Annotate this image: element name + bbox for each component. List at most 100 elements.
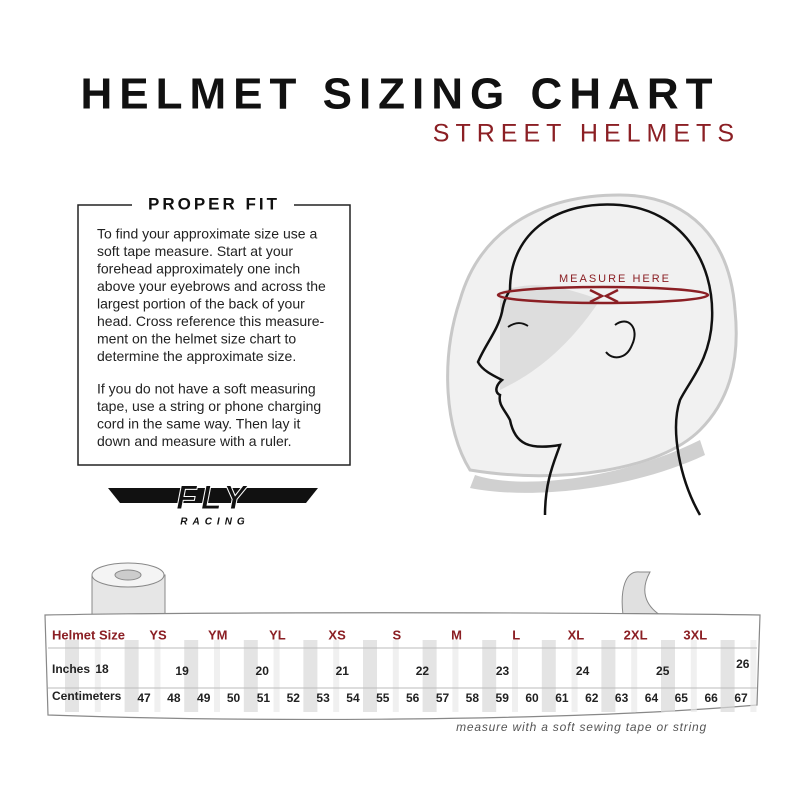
stripe bbox=[303, 640, 318, 712]
stripe bbox=[273, 640, 280, 712]
stripe bbox=[363, 640, 377, 712]
inch: 19 bbox=[175, 664, 189, 678]
inch: 25 bbox=[656, 664, 670, 678]
stripe bbox=[601, 640, 616, 712]
cm: 62 bbox=[585, 691, 599, 705]
size: 2XL bbox=[624, 627, 648, 642]
visor bbox=[500, 285, 600, 390]
stripe bbox=[65, 640, 79, 712]
stripe bbox=[333, 640, 340, 712]
logo-swoosh bbox=[108, 488, 318, 503]
helmet-shell bbox=[446, 193, 738, 478]
stripe bbox=[690, 640, 697, 712]
size: 3XL bbox=[683, 627, 707, 642]
size-label: Helmet Size bbox=[52, 627, 125, 642]
logo: FLY RACING bbox=[108, 478, 318, 528]
cm: 51 bbox=[257, 691, 271, 705]
fit-heading: PROPER FIT bbox=[148, 194, 280, 213]
stripe bbox=[94, 640, 101, 712]
fit-line: down and measure with a ruler. bbox=[97, 433, 292, 449]
tape-band bbox=[44, 612, 761, 720]
stripe bbox=[124, 640, 139, 712]
stripe bbox=[214, 640, 220, 712]
ear bbox=[605, 320, 636, 359]
cm: 54 bbox=[346, 691, 360, 705]
fit-text: To find your approximate size use asoft … bbox=[97, 226, 326, 450]
size: YS bbox=[149, 627, 167, 642]
subtitle: STREET HELMETS bbox=[433, 120, 740, 148]
footnote: measure with a soft sewing tape or strin… bbox=[456, 720, 707, 734]
stripe bbox=[750, 640, 757, 712]
size: M bbox=[451, 627, 462, 642]
size: XS bbox=[328, 627, 346, 642]
inch-label: Inches bbox=[52, 662, 90, 676]
cm: 64 bbox=[645, 691, 659, 705]
stripe bbox=[541, 640, 556, 712]
cm: 52 bbox=[287, 691, 301, 705]
cm: 63 bbox=[615, 691, 629, 705]
fit-line: soft tape measure. Start at your bbox=[97, 243, 293, 259]
fit-line: If you do not have a soft measuring bbox=[97, 381, 316, 397]
inch: 26 bbox=[736, 657, 750, 671]
helmet-illustration: MEASURE HERE bbox=[446, 193, 738, 516]
measure-arrows bbox=[589, 288, 619, 304]
cm: 49 bbox=[197, 691, 211, 705]
cm: 60 bbox=[525, 691, 539, 705]
heading-bg bbox=[132, 194, 294, 216]
fit-line: ment on the helmet size chart to bbox=[97, 331, 296, 347]
cm: 48 bbox=[167, 691, 181, 705]
inch: 18 bbox=[95, 662, 109, 676]
cm: 59 bbox=[496, 691, 510, 705]
logo-tagline: RACING bbox=[180, 517, 249, 528]
tape-curl bbox=[621, 571, 662, 616]
cm: 47 bbox=[137, 691, 151, 705]
stripe bbox=[571, 640, 578, 712]
title: HELMET SIZING CHART bbox=[81, 70, 720, 119]
measure-label: MEASURE HERE bbox=[559, 273, 671, 285]
stripe bbox=[243, 640, 258, 712]
fit-line: tape, use a string or phone charging bbox=[97, 398, 321, 414]
helmet-rim bbox=[470, 440, 705, 493]
inch: 20 bbox=[256, 664, 270, 678]
size: YL bbox=[269, 627, 286, 642]
fit-line: determine the approximate size. bbox=[97, 348, 296, 364]
size: S bbox=[392, 627, 401, 642]
inch: 21 bbox=[336, 664, 350, 678]
eye bbox=[507, 322, 529, 328]
logo-brand: FLY bbox=[176, 479, 250, 517]
tape: Helmet Size YS YM YL XS S M L XL 2XL 3XL Inches 18 19… bbox=[44, 562, 761, 720]
cm: 65 bbox=[675, 691, 689, 705]
tape-stripes bbox=[48, 640, 757, 712]
cm: 53 bbox=[316, 691, 330, 705]
inch: 24 bbox=[576, 664, 590, 678]
cm: 61 bbox=[555, 691, 569, 705]
roll-hole bbox=[114, 569, 142, 581]
stripe bbox=[184, 640, 199, 712]
fit-line: above your eyebrows and across the bbox=[97, 278, 326, 294]
stripe bbox=[482, 640, 497, 712]
inch: 23 bbox=[496, 664, 510, 678]
cm: 66 bbox=[704, 691, 718, 705]
stripe bbox=[631, 640, 638, 712]
stripe bbox=[512, 640, 518, 712]
cm: 50 bbox=[227, 691, 241, 705]
stripe bbox=[720, 640, 735, 712]
fit-line: largest portion of the back of your bbox=[97, 296, 305, 312]
size: YM bbox=[208, 627, 228, 642]
fit-line: To find your approximate size use a bbox=[97, 226, 317, 242]
size: XL bbox=[568, 627, 585, 642]
cm: 55 bbox=[376, 691, 390, 705]
stripe bbox=[661, 640, 675, 712]
fit-line: head. Cross reference this measure- bbox=[97, 313, 325, 329]
head-profile bbox=[476, 203, 714, 516]
measure-line bbox=[496, 285, 710, 305]
fit-line: cord in the same way. Then lay it bbox=[97, 416, 300, 432]
cm: 58 bbox=[466, 691, 480, 705]
stripe bbox=[392, 640, 399, 712]
cm: 56 bbox=[406, 691, 420, 705]
cm: 57 bbox=[436, 691, 450, 705]
fit-line: forehead approximately one inch bbox=[97, 261, 300, 277]
tape-labels: Helmet Size YS YM YL XS S M L XL 2XL 3XL Inches 18 19… bbox=[52, 627, 750, 705]
cm: 67 bbox=[734, 691, 748, 705]
